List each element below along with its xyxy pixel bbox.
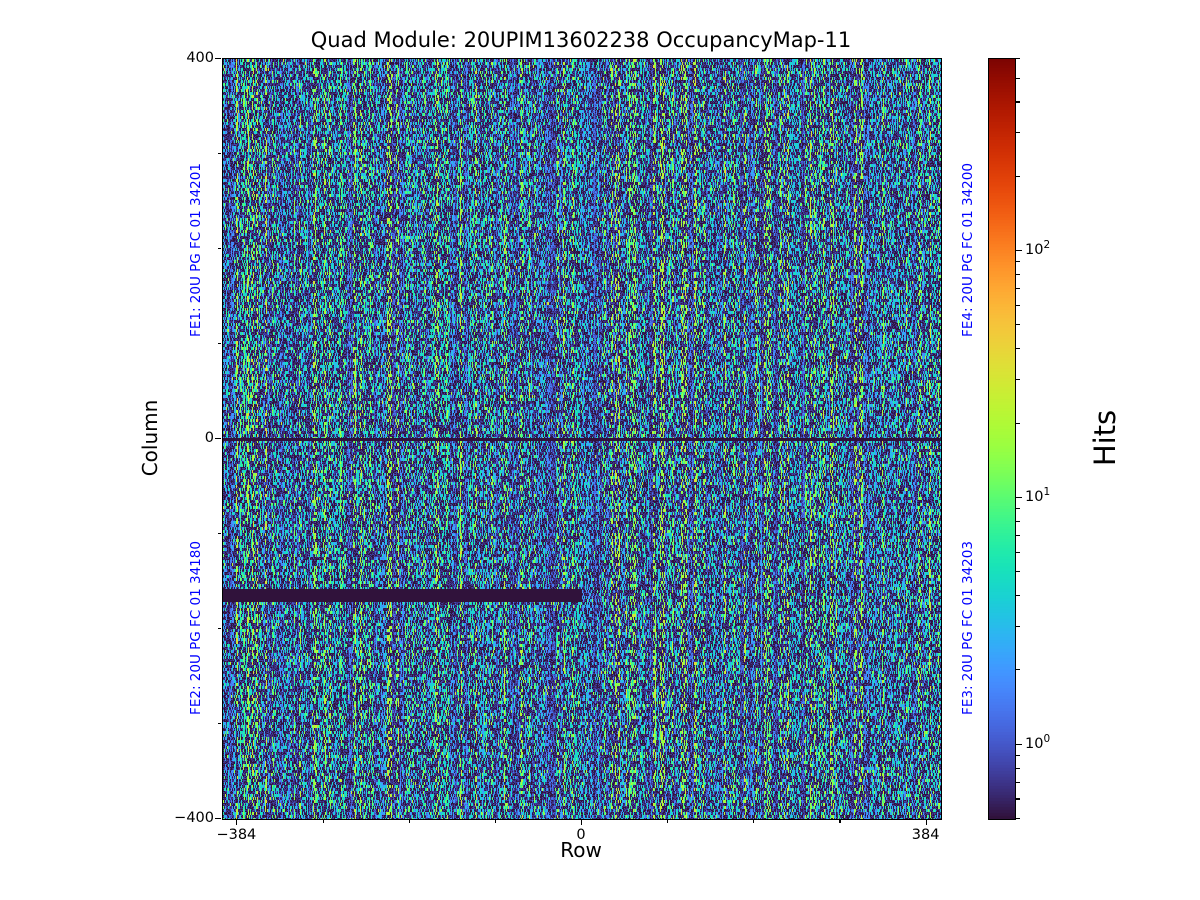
y-axis-tick bbox=[217, 343, 221, 345]
colorbar-tick bbox=[1016, 58, 1020, 60]
x-axis-tick bbox=[753, 819, 755, 823]
colorbar-tick bbox=[1016, 348, 1020, 350]
colorbar-tick bbox=[1016, 250, 1022, 252]
x-axis-tick bbox=[322, 819, 324, 823]
colorbar-tick bbox=[1016, 669, 1020, 671]
x-axis-label: Row bbox=[560, 838, 602, 862]
x-axis-tick bbox=[839, 819, 841, 823]
x-axis-tick-label: 384 bbox=[911, 827, 940, 843]
x-axis-tick bbox=[667, 819, 669, 823]
colorbar-tick bbox=[1016, 422, 1020, 424]
colorbar-tick bbox=[1016, 520, 1020, 522]
x-axis-tick bbox=[408, 819, 410, 823]
colorbar-tick-label: 101 bbox=[1025, 486, 1051, 505]
colorbar-tick bbox=[1016, 261, 1020, 263]
colorbar-tick bbox=[1016, 288, 1020, 290]
colorbar-tick bbox=[1016, 743, 1022, 745]
colorbar-tick bbox=[1016, 324, 1020, 326]
colorbar-tick bbox=[1016, 535, 1020, 537]
colorbar-tick-exponent: 2 bbox=[1043, 239, 1051, 252]
colorbar-tick bbox=[1016, 508, 1020, 510]
y-axis-label: Column bbox=[138, 399, 162, 477]
colorbar-tick-label: 102 bbox=[1025, 239, 1051, 259]
colorbar-tick bbox=[1016, 77, 1020, 79]
y-axis-tick-label: 400 bbox=[186, 50, 214, 66]
y-axis-tick bbox=[217, 723, 221, 725]
colorbar-tick bbox=[1016, 798, 1020, 800]
y-axis-tick-label: 0 bbox=[204, 430, 214, 446]
colorbar-tick bbox=[1016, 767, 1020, 769]
colorbar bbox=[988, 58, 1016, 820]
colorbar-tick bbox=[1016, 496, 1022, 498]
x-axis-tick-label: 0 bbox=[576, 827, 586, 843]
colorbar-tick-mantissa: 10 bbox=[1025, 242, 1044, 259]
colorbar-tick-exponent: 0 bbox=[1043, 732, 1051, 745]
colorbar-tick bbox=[1016, 273, 1020, 276]
colorbar-tick-label: 100 bbox=[1025, 732, 1051, 752]
x-axis-tick bbox=[581, 819, 583, 825]
colorbar-gradient bbox=[989, 59, 1015, 819]
colorbar-tick bbox=[1016, 571, 1020, 573]
page-title: Quad Module: 20UPIM13602238 OccupancyMap… bbox=[310, 28, 852, 52]
colorbar-tick-exponent: 1 bbox=[1043, 486, 1051, 499]
colorbar-tick bbox=[1016, 754, 1020, 757]
colorbar-tick bbox=[1016, 781, 1020, 784]
colorbar-tick bbox=[1016, 595, 1020, 597]
y-axis-tick bbox=[215, 438, 221, 440]
colorbar-tick bbox=[1016, 132, 1020, 134]
occupancy-heatmap-image bbox=[223, 59, 941, 819]
chip-annotation-fe2: FE2: 20U PG FC 01 34180 bbox=[188, 541, 204, 715]
colorbar-tick bbox=[1016, 551, 1020, 553]
y-axis-tick bbox=[217, 248, 221, 250]
x-axis-tick bbox=[925, 819, 927, 825]
colorbar-tick bbox=[1016, 818, 1020, 820]
colorbar-label: Hits bbox=[1088, 409, 1122, 467]
colorbar-tick-mantissa: 10 bbox=[1025, 735, 1044, 752]
y-axis-tick-label: −400 bbox=[174, 810, 214, 826]
colorbar-tick-mantissa: 10 bbox=[1025, 488, 1044, 505]
chip-annotation-fe4: FE4: 20U PG FC 01 34200 bbox=[960, 163, 976, 337]
y-axis-tick bbox=[215, 818, 221, 820]
y-axis-tick bbox=[217, 533, 221, 535]
x-axis-tick-label: −384 bbox=[216, 827, 257, 843]
chip-annotation-fe1: FE1: 20U PG FC 01 34201 bbox=[188, 163, 204, 337]
y-axis-tick bbox=[217, 628, 221, 630]
colorbar-tick bbox=[1016, 101, 1020, 103]
y-axis-tick bbox=[215, 58, 221, 60]
colorbar-tick bbox=[1016, 379, 1020, 381]
x-axis-tick bbox=[236, 819, 238, 825]
colorbar-tick bbox=[1016, 175, 1020, 177]
chip-annotation-fe3: FE3: 20U PG FC 01 34203 bbox=[960, 541, 976, 715]
occupancy-heatmap-axes bbox=[222, 58, 942, 820]
colorbar-tick bbox=[1016, 304, 1020, 306]
y-axis-tick bbox=[217, 153, 221, 155]
colorbar-tick bbox=[1016, 625, 1020, 628]
x-axis-tick bbox=[494, 819, 496, 823]
